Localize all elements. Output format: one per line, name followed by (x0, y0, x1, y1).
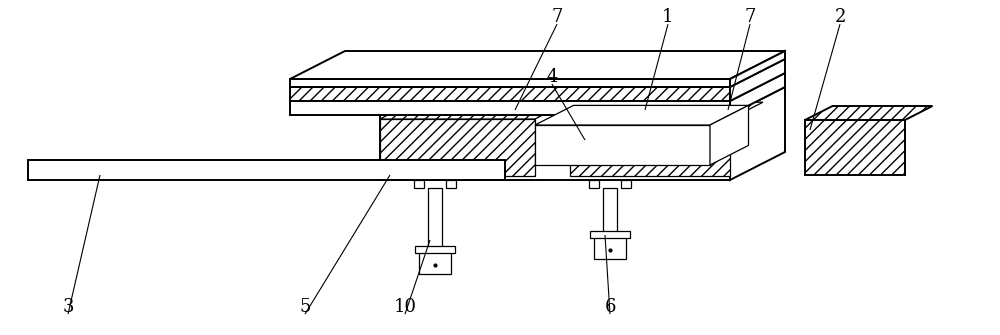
Bar (290, 101, 730, 115)
Polygon shape (290, 73, 785, 101)
Polygon shape (290, 51, 785, 79)
Bar (805, 120, 905, 175)
Bar (570, 119, 730, 176)
Bar (446, 180, 456, 188)
Bar (535, 125, 710, 165)
Bar (380, 115, 730, 180)
Polygon shape (730, 73, 785, 115)
Text: 3: 3 (62, 298, 74, 316)
Polygon shape (730, 87, 785, 180)
Text: 10: 10 (394, 298, 416, 316)
Bar (621, 180, 631, 188)
Polygon shape (730, 51, 785, 87)
Polygon shape (805, 106, 932, 120)
Polygon shape (380, 102, 568, 119)
Text: 1: 1 (662, 8, 674, 26)
Bar (290, 87, 730, 101)
Bar (419, 248, 451, 274)
Text: 5: 5 (299, 298, 311, 316)
Polygon shape (380, 87, 785, 115)
Text: 6: 6 (604, 298, 616, 316)
Bar (290, 79, 730, 87)
Polygon shape (535, 106, 748, 125)
Bar (590, 231, 630, 238)
Polygon shape (730, 59, 785, 101)
Polygon shape (570, 102, 763, 119)
Bar (415, 246, 455, 253)
Polygon shape (710, 106, 748, 165)
Polygon shape (290, 59, 785, 87)
Bar (380, 119, 535, 176)
Text: 7: 7 (551, 8, 563, 26)
Text: 4: 4 (546, 68, 558, 86)
Bar (28, 160, 505, 180)
Bar (603, 188, 617, 233)
Bar (594, 233, 626, 259)
Bar (589, 180, 599, 188)
Text: 7: 7 (744, 8, 756, 26)
Bar (428, 188, 442, 248)
Bar (414, 180, 424, 188)
Text: 2: 2 (834, 8, 846, 26)
